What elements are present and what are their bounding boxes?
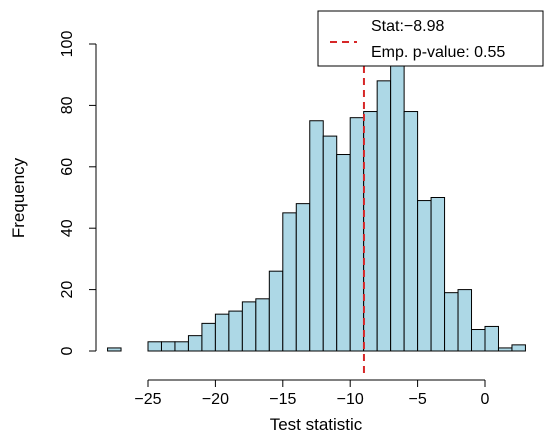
histogram-bar bbox=[241, 301, 257, 352]
x-tick-label: −20 bbox=[202, 391, 229, 408]
histogram-bar bbox=[430, 197, 446, 352]
histogram-bar bbox=[471, 329, 486, 352]
histogram-bar bbox=[228, 310, 243, 352]
legend-box bbox=[317, 10, 544, 67]
histogram-bars bbox=[107, 46, 526, 352]
histogram-bar bbox=[349, 117, 365, 352]
y-tick-label: 0 bbox=[59, 346, 76, 355]
y-axis: 0 20 40 60 80 100 bbox=[59, 31, 97, 355]
x-tick-label: −10 bbox=[337, 391, 364, 408]
histogram-bar bbox=[511, 344, 526, 352]
x-tick-label: −15 bbox=[269, 391, 296, 408]
histogram-bar bbox=[282, 212, 297, 352]
histogram-bar bbox=[268, 270, 284, 352]
y-tick-label: 40 bbox=[59, 219, 76, 237]
x-axis-label: Test statistic bbox=[270, 415, 363, 434]
histogram-bar bbox=[201, 322, 216, 352]
histogram-bar bbox=[107, 347, 122, 352]
y-tick-label: 60 bbox=[59, 158, 76, 176]
histogram-bar bbox=[497, 347, 513, 352]
x-tick-label: −5 bbox=[408, 391, 426, 408]
y-tick-label: 100 bbox=[59, 31, 76, 58]
histogram-bar bbox=[403, 111, 419, 352]
legend-stat-label: Stat:−8.98 bbox=[371, 18, 444, 35]
histogram-bar bbox=[160, 341, 176, 352]
legend: Stat:−8.98 Emp. p-value: 0.55 bbox=[317, 10, 544, 67]
y-tick-label: 80 bbox=[59, 96, 76, 114]
histogram-bar bbox=[255, 298, 270, 352]
histogram-bar bbox=[457, 289, 473, 352]
histogram-bar bbox=[363, 111, 378, 352]
histogram-bar bbox=[444, 292, 459, 352]
histogram-bar bbox=[309, 120, 324, 352]
x-axis: −25 −20 −15 −10 −5 0 bbox=[134, 379, 490, 408]
histogram-bar bbox=[484, 325, 499, 352]
y-tick-label: 20 bbox=[59, 281, 76, 299]
histogram-bar bbox=[295, 203, 311, 352]
x-tick-label: 0 bbox=[481, 391, 490, 408]
y-axis-label: Frequency bbox=[9, 157, 28, 238]
histogram-bar bbox=[322, 135, 338, 352]
x-tick-label: −25 bbox=[134, 391, 161, 408]
histogram-bar bbox=[147, 341, 162, 352]
histogram-bar bbox=[214, 313, 230, 352]
legend-pvalue-label: Emp. p-value: 0.55 bbox=[371, 44, 505, 61]
histogram-bar bbox=[376, 80, 392, 352]
histogram-bar bbox=[390, 46, 405, 352]
histogram-bar bbox=[336, 154, 351, 352]
histogram-bar bbox=[174, 341, 189, 352]
histogram-bar bbox=[417, 200, 432, 352]
histogram-bar bbox=[187, 335, 203, 352]
